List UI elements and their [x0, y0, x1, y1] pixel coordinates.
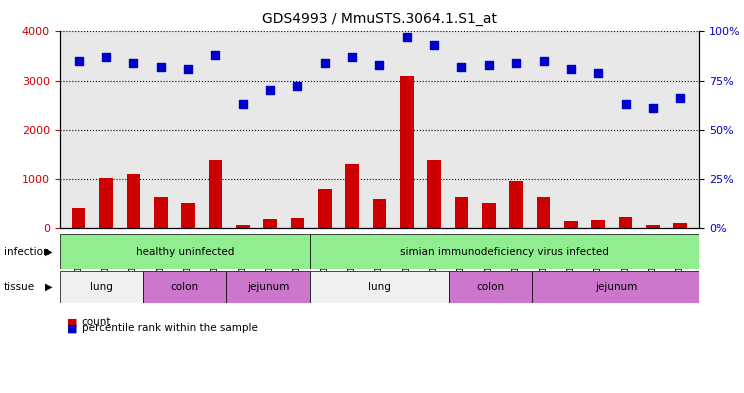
Bar — [455, 197, 468, 228]
FancyBboxPatch shape — [449, 271, 533, 303]
Point — [620, 101, 632, 107]
Text: ■: ■ — [67, 317, 77, 327]
Bar — [72, 208, 86, 228]
Bar — [318, 189, 332, 228]
Point — [538, 58, 550, 64]
Point — [455, 64, 467, 70]
FancyBboxPatch shape — [143, 271, 226, 303]
Point — [182, 66, 194, 72]
Bar — [99, 178, 113, 228]
Point — [401, 34, 413, 40]
Text: jejunum: jejunum — [247, 282, 289, 292]
Text: infection: infection — [4, 246, 49, 257]
Point — [346, 54, 358, 60]
Text: percentile rank within the sample: percentile rank within the sample — [82, 323, 257, 333]
Point — [373, 62, 385, 68]
Bar — [291, 218, 304, 228]
Point — [674, 95, 686, 101]
Bar — [510, 181, 523, 228]
Text: tissue: tissue — [4, 282, 35, 292]
Point — [565, 66, 577, 72]
Bar — [482, 204, 496, 228]
Text: simian immunodeficiency virus infected: simian immunodeficiency virus infected — [400, 246, 609, 257]
Text: ▶: ▶ — [45, 246, 52, 257]
Point — [292, 83, 304, 90]
Text: lung: lung — [90, 282, 112, 292]
Text: colon: colon — [170, 282, 199, 292]
Bar — [646, 225, 660, 228]
FancyBboxPatch shape — [60, 271, 143, 303]
Bar — [591, 220, 605, 228]
Point — [209, 52, 221, 58]
Point — [429, 42, 440, 48]
FancyBboxPatch shape — [533, 271, 699, 303]
Point — [264, 87, 276, 94]
FancyBboxPatch shape — [60, 234, 310, 269]
Bar — [564, 220, 577, 228]
Bar — [236, 225, 249, 228]
Bar — [208, 160, 222, 228]
Bar — [263, 219, 277, 228]
Bar — [126, 174, 140, 228]
Bar — [427, 160, 441, 228]
Point — [73, 58, 85, 64]
Point — [592, 70, 604, 76]
Text: ■: ■ — [67, 323, 77, 333]
Bar — [619, 217, 632, 228]
Text: GDS4993 / MmuSTS.3064.1.S1_at: GDS4993 / MmuSTS.3064.1.S1_at — [262, 12, 497, 26]
FancyBboxPatch shape — [310, 234, 699, 269]
Point — [318, 60, 330, 66]
Point — [510, 60, 522, 66]
Text: lung: lung — [368, 282, 391, 292]
Bar — [182, 204, 195, 228]
Text: count: count — [82, 317, 112, 327]
Bar — [400, 75, 414, 228]
Bar — [154, 197, 167, 228]
Point — [100, 54, 112, 60]
Bar — [345, 164, 359, 228]
Text: colon: colon — [477, 282, 504, 292]
Bar — [673, 223, 687, 228]
Text: ▶: ▶ — [45, 282, 52, 292]
Point — [155, 64, 167, 70]
Point — [127, 60, 139, 66]
Text: jejunum: jejunum — [594, 282, 637, 292]
Point — [647, 105, 659, 111]
Point — [483, 62, 495, 68]
Point — [237, 101, 248, 107]
FancyBboxPatch shape — [310, 271, 449, 303]
Bar — [536, 197, 551, 228]
Bar — [373, 199, 386, 228]
Text: healthy uninfected: healthy uninfected — [135, 246, 234, 257]
FancyBboxPatch shape — [226, 271, 310, 303]
